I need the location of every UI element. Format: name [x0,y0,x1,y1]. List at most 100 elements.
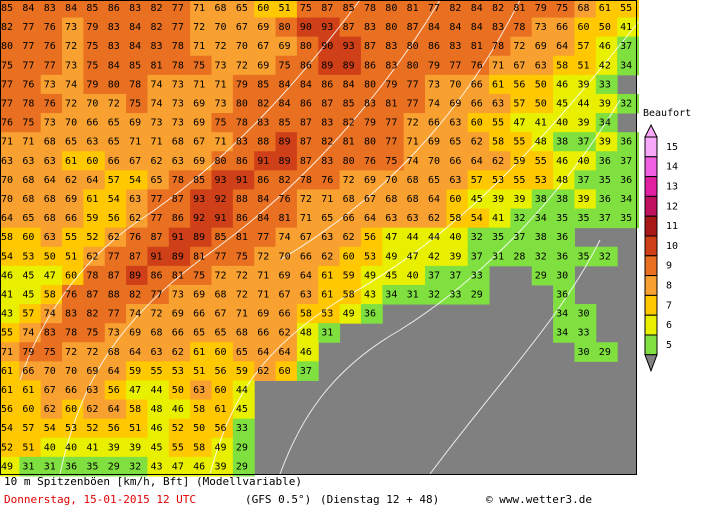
value-label: 69 [86,366,98,377]
cell [574,208,597,229]
cell [467,265,490,286]
cell [574,304,597,324]
value-label: 75 [22,118,34,129]
value-label: 56 [108,213,120,224]
cell [83,74,106,95]
cell [446,0,469,19]
value-label: 88 [257,137,269,148]
value-label: 49 [215,442,227,453]
value-label: 77 [22,41,34,52]
cell [62,323,84,343]
value-label: 61 [321,270,333,281]
cell [126,342,148,362]
cell [425,189,447,210]
value-label: 46 [172,404,184,415]
cell [126,36,148,57]
cell [168,0,191,19]
value-label: 86 [108,3,120,14]
cell [147,189,170,210]
value-label: 68 [236,328,248,339]
cell [595,189,618,210]
value-label: 79 [535,3,547,14]
cell [232,342,255,362]
value-label: 37 [471,251,483,262]
cell [168,93,191,114]
value-label: 74 [150,79,162,90]
value-label: 46 [150,423,162,434]
cell [62,170,84,190]
value-label: 48 [535,137,547,148]
cell [83,284,106,305]
cell [0,399,20,420]
cell [318,170,341,190]
cell [19,189,42,210]
cell [147,246,170,267]
cell [595,36,618,57]
value-label: 60 [65,270,77,281]
value-label: 58 [556,60,568,71]
cell [531,93,554,114]
legend-arrow-bottom [644,354,658,373]
value-label: 67 [257,41,269,52]
value-label: 50 [599,22,611,33]
cell [275,55,298,76]
value-label: 30 [577,309,589,320]
legend-swatch [644,294,658,316]
cell [403,246,426,267]
value-label: 65 [193,328,205,339]
value-label: 83 [364,99,376,110]
value-label: 63 [44,232,56,243]
cell [339,17,362,38]
cell [275,17,298,38]
value-label: 64 [129,347,141,358]
cell [147,208,170,229]
cell [190,380,212,401]
legend-swatch [644,314,658,336]
value-label: 56 [108,385,120,396]
value-label: 71 [22,137,34,148]
isobar [279,0,521,261]
value-label: 77 [1,99,13,110]
value-label: 71 [257,290,269,301]
cell [62,189,84,210]
cell [467,55,490,76]
value-label: 45 [471,194,483,205]
cell [104,189,127,210]
value-label: 93 [193,194,205,205]
cell [446,265,469,286]
cell [296,132,319,152]
cell [211,361,234,381]
value-label: 61 [1,366,13,377]
value-label: 84 [257,213,269,224]
value-label: 61 [193,347,205,358]
cell [126,265,148,286]
cell [553,151,575,171]
value-label: 42 [428,251,440,262]
value-label: 78 [236,118,248,129]
cell [40,55,63,76]
value-label: 91 [257,156,269,167]
value-label: 73 [172,79,184,90]
cell [254,361,277,381]
cell [83,227,106,248]
value-label: 69 [449,99,461,110]
value-label: 89 [193,232,205,243]
value-label: 45 [556,99,568,110]
value-label: 46 [193,461,205,472]
cell [403,0,426,19]
cell [275,151,298,171]
cell [147,74,170,95]
value-label: 29 [108,461,120,472]
value-label: 58 [129,404,141,415]
cell [0,437,20,458]
value-label: 69 [172,309,184,320]
value-label: 84 [279,99,291,110]
value-label: 69 [129,328,141,339]
cell [360,170,383,190]
value-label: 62 [108,232,120,243]
cell [211,132,234,152]
cell [40,36,63,57]
value-label: 34 [620,60,632,71]
cell [168,418,191,439]
cell [617,0,639,19]
